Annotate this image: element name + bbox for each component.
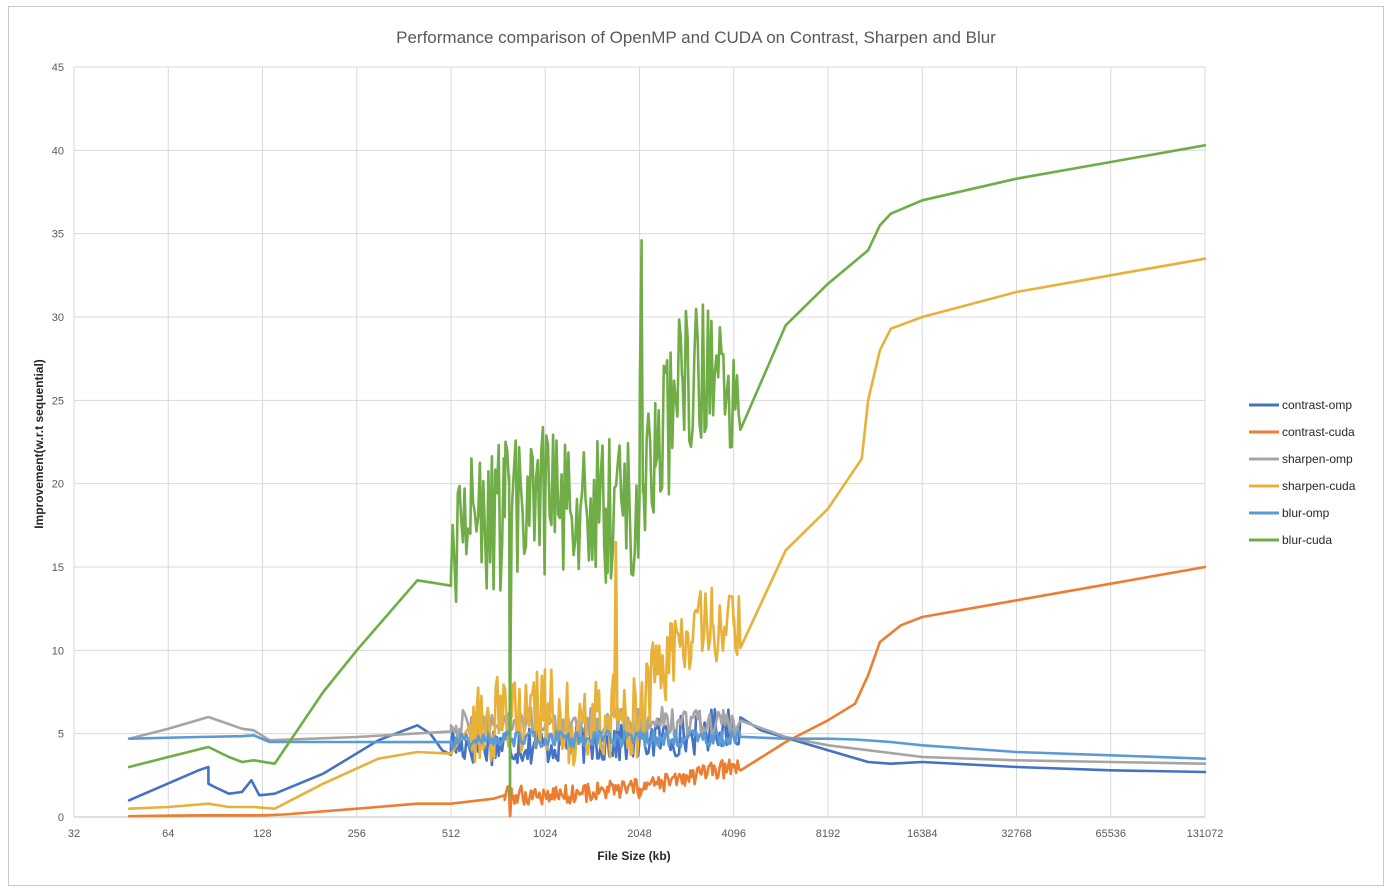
series-layer (127, 144, 1207, 818)
legend-label: contrast-cuda (1282, 425, 1355, 439)
y-tick-label: 40 (52, 145, 64, 157)
legend-label: blur-omp (1282, 506, 1330, 520)
y-tick-label: 30 (52, 312, 64, 324)
x-tick-label: 4096 (722, 828, 746, 840)
y-tick-label: 35 (52, 229, 64, 241)
x-tick-label: 16384 (907, 828, 938, 840)
chart-frame: Performance comparison of OpenMP and CUD… (8, 6, 1384, 886)
grid-layer (73, 66, 1206, 818)
tick-layer: 0 5 10 15 20 25 30 35 40 45 32 64 128 256 512 1024 2048 4… (52, 62, 1224, 840)
y-tick-label: 25 (52, 395, 64, 407)
y-axis-label: Improvement(w.r.t sequential) (32, 359, 46, 529)
x-tick-label: 65536 (1095, 828, 1126, 840)
legend-item-blur-cuda: blur-cuda (1249, 533, 1332, 547)
legend-label: sharpen-omp (1282, 452, 1353, 466)
legend-label: blur-cuda (1282, 533, 1332, 547)
y-tick-label: 10 (52, 645, 64, 657)
x-tick-label: 32768 (1001, 828, 1032, 840)
chart-title: Performance comparison of OpenMP and CUD… (396, 28, 996, 47)
legend-item-sharpen-cuda: sharpen-cuda (1249, 479, 1356, 493)
legend-label: contrast-omp (1282, 398, 1352, 412)
y-tick-label: 5 (58, 729, 64, 741)
x-tick-label: 128 (253, 828, 271, 840)
x-tick-label: 512 (442, 828, 460, 840)
y-tick-label: 15 (52, 562, 64, 574)
y-tick-label: 20 (52, 479, 64, 491)
y-tick-label: 45 (52, 62, 64, 74)
x-tick-label: 1024 (533, 828, 557, 840)
x-tick-label: 8192 (816, 828, 840, 840)
legend-item-contrast-cuda: contrast-cuda (1249, 425, 1355, 439)
x-tick-label: 64 (162, 828, 174, 840)
x-tick-label: 256 (348, 828, 366, 840)
legend: contrast-omp contrast-cuda sharpen-omp shar… (1249, 398, 1356, 547)
x-tick-label: 32 (68, 828, 80, 840)
series-line-blur-cuda (127, 144, 1207, 797)
chart-canvas: Performance comparison of OpenMP and CUD… (32, 28, 1356, 863)
series-line-contrast-cuda (127, 565, 1207, 818)
legend-item-contrast-omp: contrast-omp (1249, 398, 1352, 412)
legend-label: sharpen-cuda (1282, 479, 1356, 493)
y-tick-label: 0 (58, 812, 64, 824)
legend-item-sharpen-omp: sharpen-omp (1249, 452, 1353, 466)
series-line-blur-omp (127, 729, 1207, 760)
x-axis-label: File Size (kb) (597, 849, 670, 863)
x-tick-label: 131072 (1187, 828, 1224, 840)
legend-item-blur-omp: blur-omp (1249, 506, 1330, 520)
x-tick-label: 2048 (627, 828, 651, 840)
